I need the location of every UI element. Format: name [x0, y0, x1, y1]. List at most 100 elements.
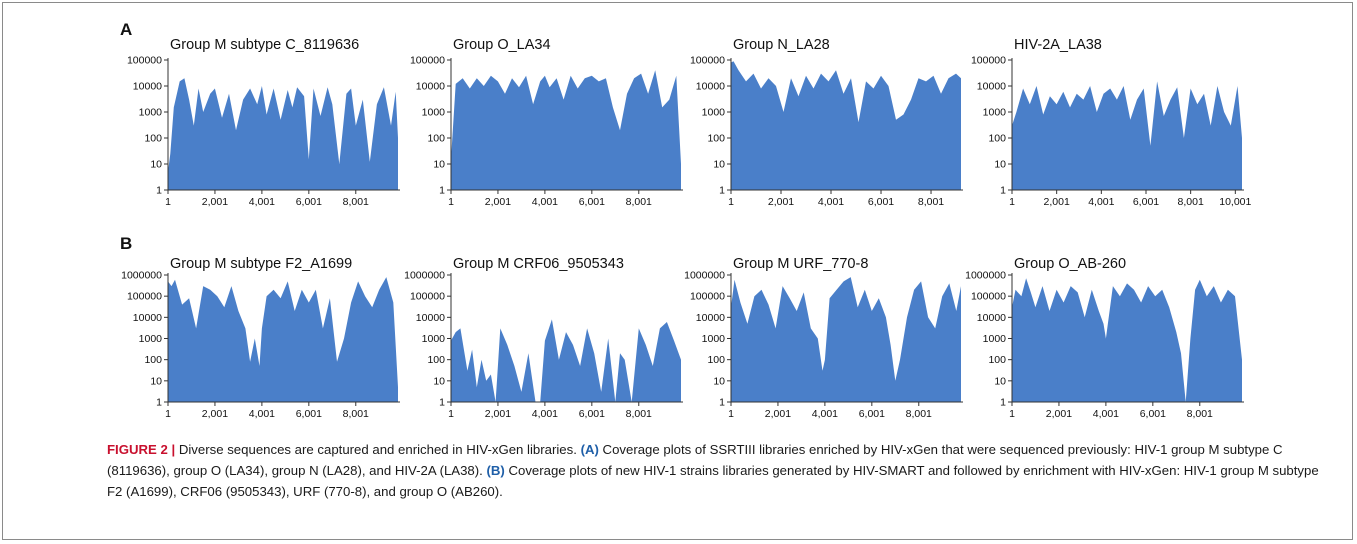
caption-text-b: Coverage plots of new HIV-1 strains libr… [107, 463, 1319, 499]
y-tick-label: 1 [1000, 185, 1006, 197]
y-tick-label: 100 [144, 354, 162, 366]
figure-plots: A B Group M subtype C_8119636 1 10 100 1000 100… [120, 20, 1252, 420]
y-tick-label: 1000 [139, 107, 163, 119]
y-tick-label: 1000000 [121, 270, 162, 282]
x-tick-label: 1 [728, 408, 734, 420]
x-tick-label: 4,001 [818, 196, 844, 208]
x-tick-label: 10,001 [1219, 196, 1251, 208]
y-tick-label: 10000 [696, 81, 725, 93]
y-tick-label: 10000 [977, 81, 1006, 93]
y-tick-label: 1 [719, 185, 725, 197]
y-tick-label: 1000 [983, 107, 1007, 119]
x-tick-label: 1 [165, 196, 171, 208]
coverage-area [731, 61, 961, 191]
y-tick-label: 100 [427, 354, 445, 366]
coverage-area [731, 277, 961, 402]
x-tick-label: 1 [728, 196, 734, 208]
y-tick-label: 1000000 [684, 270, 725, 282]
y-tick-label: 100000 [127, 291, 162, 303]
chart-title: Group N_LA28 [733, 37, 830, 53]
y-tick-label: 10 [994, 159, 1006, 171]
x-tick-label: 6,001 [296, 408, 322, 420]
y-tick-label: 10000 [977, 312, 1006, 324]
y-tick-label: 10000 [133, 312, 162, 324]
x-tick-label: 4,001 [532, 196, 558, 208]
coverage-area [451, 319, 681, 402]
x-tick-label: 4,001 [812, 408, 838, 420]
y-tick-label: 10 [713, 375, 725, 387]
x-tick-label: 2,001 [1046, 408, 1072, 420]
y-tick-label: 1000000 [965, 270, 1006, 282]
x-tick-label: 2,001 [768, 196, 794, 208]
y-tick-label: 10000 [133, 81, 162, 93]
x-tick-label: 8,001 [626, 408, 652, 420]
y-tick-label: 1 [719, 397, 725, 409]
x-tick-label: 6,001 [859, 408, 885, 420]
y-tick-label: 1000 [983, 333, 1007, 345]
figure-caption: FIGURE 2 | Diverse sequences are capture… [107, 439, 1337, 502]
chart-title: Group O_LA34 [453, 37, 551, 53]
y-tick-label: 100 [988, 133, 1006, 145]
panel-row-label: B [120, 234, 132, 253]
x-tick-label: 2,001 [765, 408, 791, 420]
y-tick-label: 10 [433, 375, 445, 387]
y-tick-label: 1 [439, 397, 445, 409]
y-tick-label: 1000 [702, 333, 726, 345]
y-tick-label: 100000 [127, 55, 162, 67]
y-tick-label: 1 [1000, 397, 1006, 409]
panel-row-label: A [120, 20, 132, 39]
x-tick-label: 4,001 [249, 408, 275, 420]
chart-title: Group M CRF06_9505343 [453, 256, 624, 272]
y-tick-label: 10 [433, 159, 445, 171]
y-tick-label: 10 [713, 159, 725, 171]
x-tick-label: 2,001 [1044, 196, 1070, 208]
y-tick-label: 100 [144, 133, 162, 145]
coverage-area [168, 277, 398, 402]
x-tick-label: 6,001 [868, 196, 894, 208]
coverage-area [168, 78, 398, 190]
x-tick-label: 8,001 [1178, 196, 1204, 208]
y-tick-label: 1000 [422, 333, 446, 345]
y-tick-label: 1000000 [404, 270, 445, 282]
chart-title: HIV-2A_LA38 [1014, 37, 1102, 53]
y-tick-label: 100 [707, 354, 725, 366]
y-tick-label: 100000 [971, 291, 1006, 303]
x-tick-label: 4,001 [1088, 196, 1114, 208]
x-tick-label: 2,001 [485, 196, 511, 208]
chart-title: Group O_AB-260 [1014, 256, 1126, 272]
x-tick-label: 2,001 [202, 196, 228, 208]
x-tick-label: 8,001 [626, 196, 652, 208]
x-tick-label: 4,001 [249, 196, 275, 208]
y-tick-label: 100000 [410, 55, 445, 67]
y-tick-label: 100000 [410, 291, 445, 303]
y-tick-label: 10000 [416, 312, 445, 324]
x-tick-label: 8,001 [343, 196, 369, 208]
coverage-area [1012, 278, 1242, 402]
x-tick-label: 2,001 [202, 408, 228, 420]
coverage-area [1012, 81, 1242, 190]
y-tick-label: 100000 [971, 55, 1006, 67]
caption-text-a: Coverage plots of SSRTIII libraries enri… [107, 442, 1283, 478]
caption-lead: Diverse sequences are captured and enric… [175, 442, 581, 457]
y-tick-label: 1 [156, 185, 162, 197]
y-tick-label: 100 [988, 354, 1006, 366]
y-tick-label: 100 [427, 133, 445, 145]
figure-number: FIGURE 2 | [107, 442, 176, 457]
x-tick-label: 8,001 [906, 408, 932, 420]
chart-title: Group M URF_770-8 [733, 256, 868, 272]
y-tick-label: 10 [994, 375, 1006, 387]
y-tick-label: 10 [150, 375, 162, 387]
chart-title: Group M subtype C_8119636 [170, 37, 359, 53]
x-tick-label: 1 [1009, 408, 1015, 420]
y-tick-label: 10000 [696, 312, 725, 324]
x-tick-label: 6,001 [579, 408, 605, 420]
x-tick-label: 1 [448, 196, 454, 208]
y-tick-label: 1 [156, 397, 162, 409]
y-tick-label: 100 [707, 133, 725, 145]
x-tick-label: 6,001 [1133, 196, 1159, 208]
y-tick-label: 10 [150, 159, 162, 171]
caption-ref-b[interactable]: (B) [486, 463, 505, 478]
caption-ref-a[interactable]: (A) [580, 442, 599, 457]
x-tick-label: 4,001 [532, 408, 558, 420]
